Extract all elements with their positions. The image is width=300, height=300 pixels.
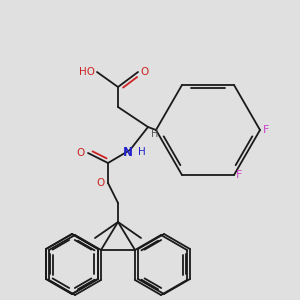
Text: O: O: [77, 148, 85, 158]
Text: N: N: [123, 146, 133, 159]
Text: O: O: [97, 178, 105, 188]
Text: H: H: [151, 129, 158, 139]
Text: H: H: [138, 147, 146, 157]
Text: F: F: [236, 170, 242, 180]
Text: HO: HO: [79, 67, 95, 77]
Text: F: F: [263, 125, 269, 135]
Text: O: O: [140, 67, 148, 77]
